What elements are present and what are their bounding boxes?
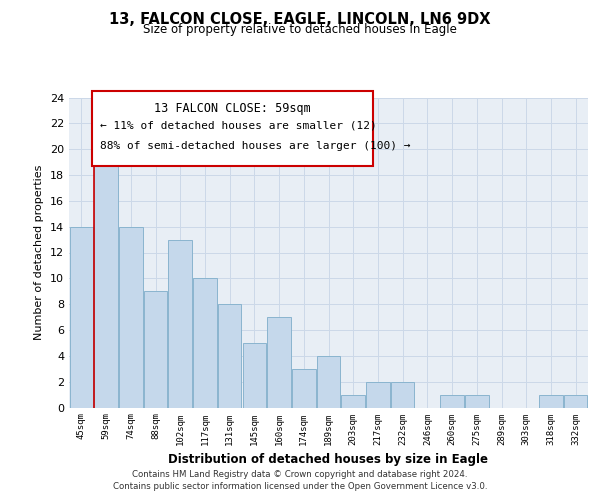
Text: Contains HM Land Registry data © Crown copyright and database right 2024.
Contai: Contains HM Land Registry data © Crown c… [113,470,487,491]
Bar [317,356,340,408]
Bar [218,304,241,408]
Y-axis label: Number of detached properties: Number of detached properties [34,165,44,340]
Bar [440,394,464,407]
Bar [94,162,118,408]
Bar [564,394,587,407]
Text: Size of property relative to detached houses in Eagle: Size of property relative to detached ho… [143,22,457,36]
Bar [366,382,389,407]
Bar [268,317,291,408]
Text: 13, FALCON CLOSE, EAGLE, LINCOLN, LN6 9DX: 13, FALCON CLOSE, EAGLE, LINCOLN, LN6 9D… [109,12,491,28]
X-axis label: Distribution of detached houses by size in Eagle: Distribution of detached houses by size … [169,453,488,466]
Bar [341,394,365,407]
Bar [144,291,167,408]
Bar [119,226,143,408]
Text: ← 11% of detached houses are smaller (12): ← 11% of detached houses are smaller (12… [100,121,377,131]
FancyBboxPatch shape [92,92,373,166]
Bar [70,226,93,408]
Bar [292,369,316,408]
Bar [539,394,563,407]
Bar [193,278,217,407]
Bar [242,343,266,407]
Bar [465,394,488,407]
Text: 13 FALCON CLOSE: 59sqm: 13 FALCON CLOSE: 59sqm [154,102,311,115]
Bar [169,240,192,408]
Text: 88% of semi-detached houses are larger (100) →: 88% of semi-detached houses are larger (… [100,141,410,151]
Bar [391,382,415,407]
